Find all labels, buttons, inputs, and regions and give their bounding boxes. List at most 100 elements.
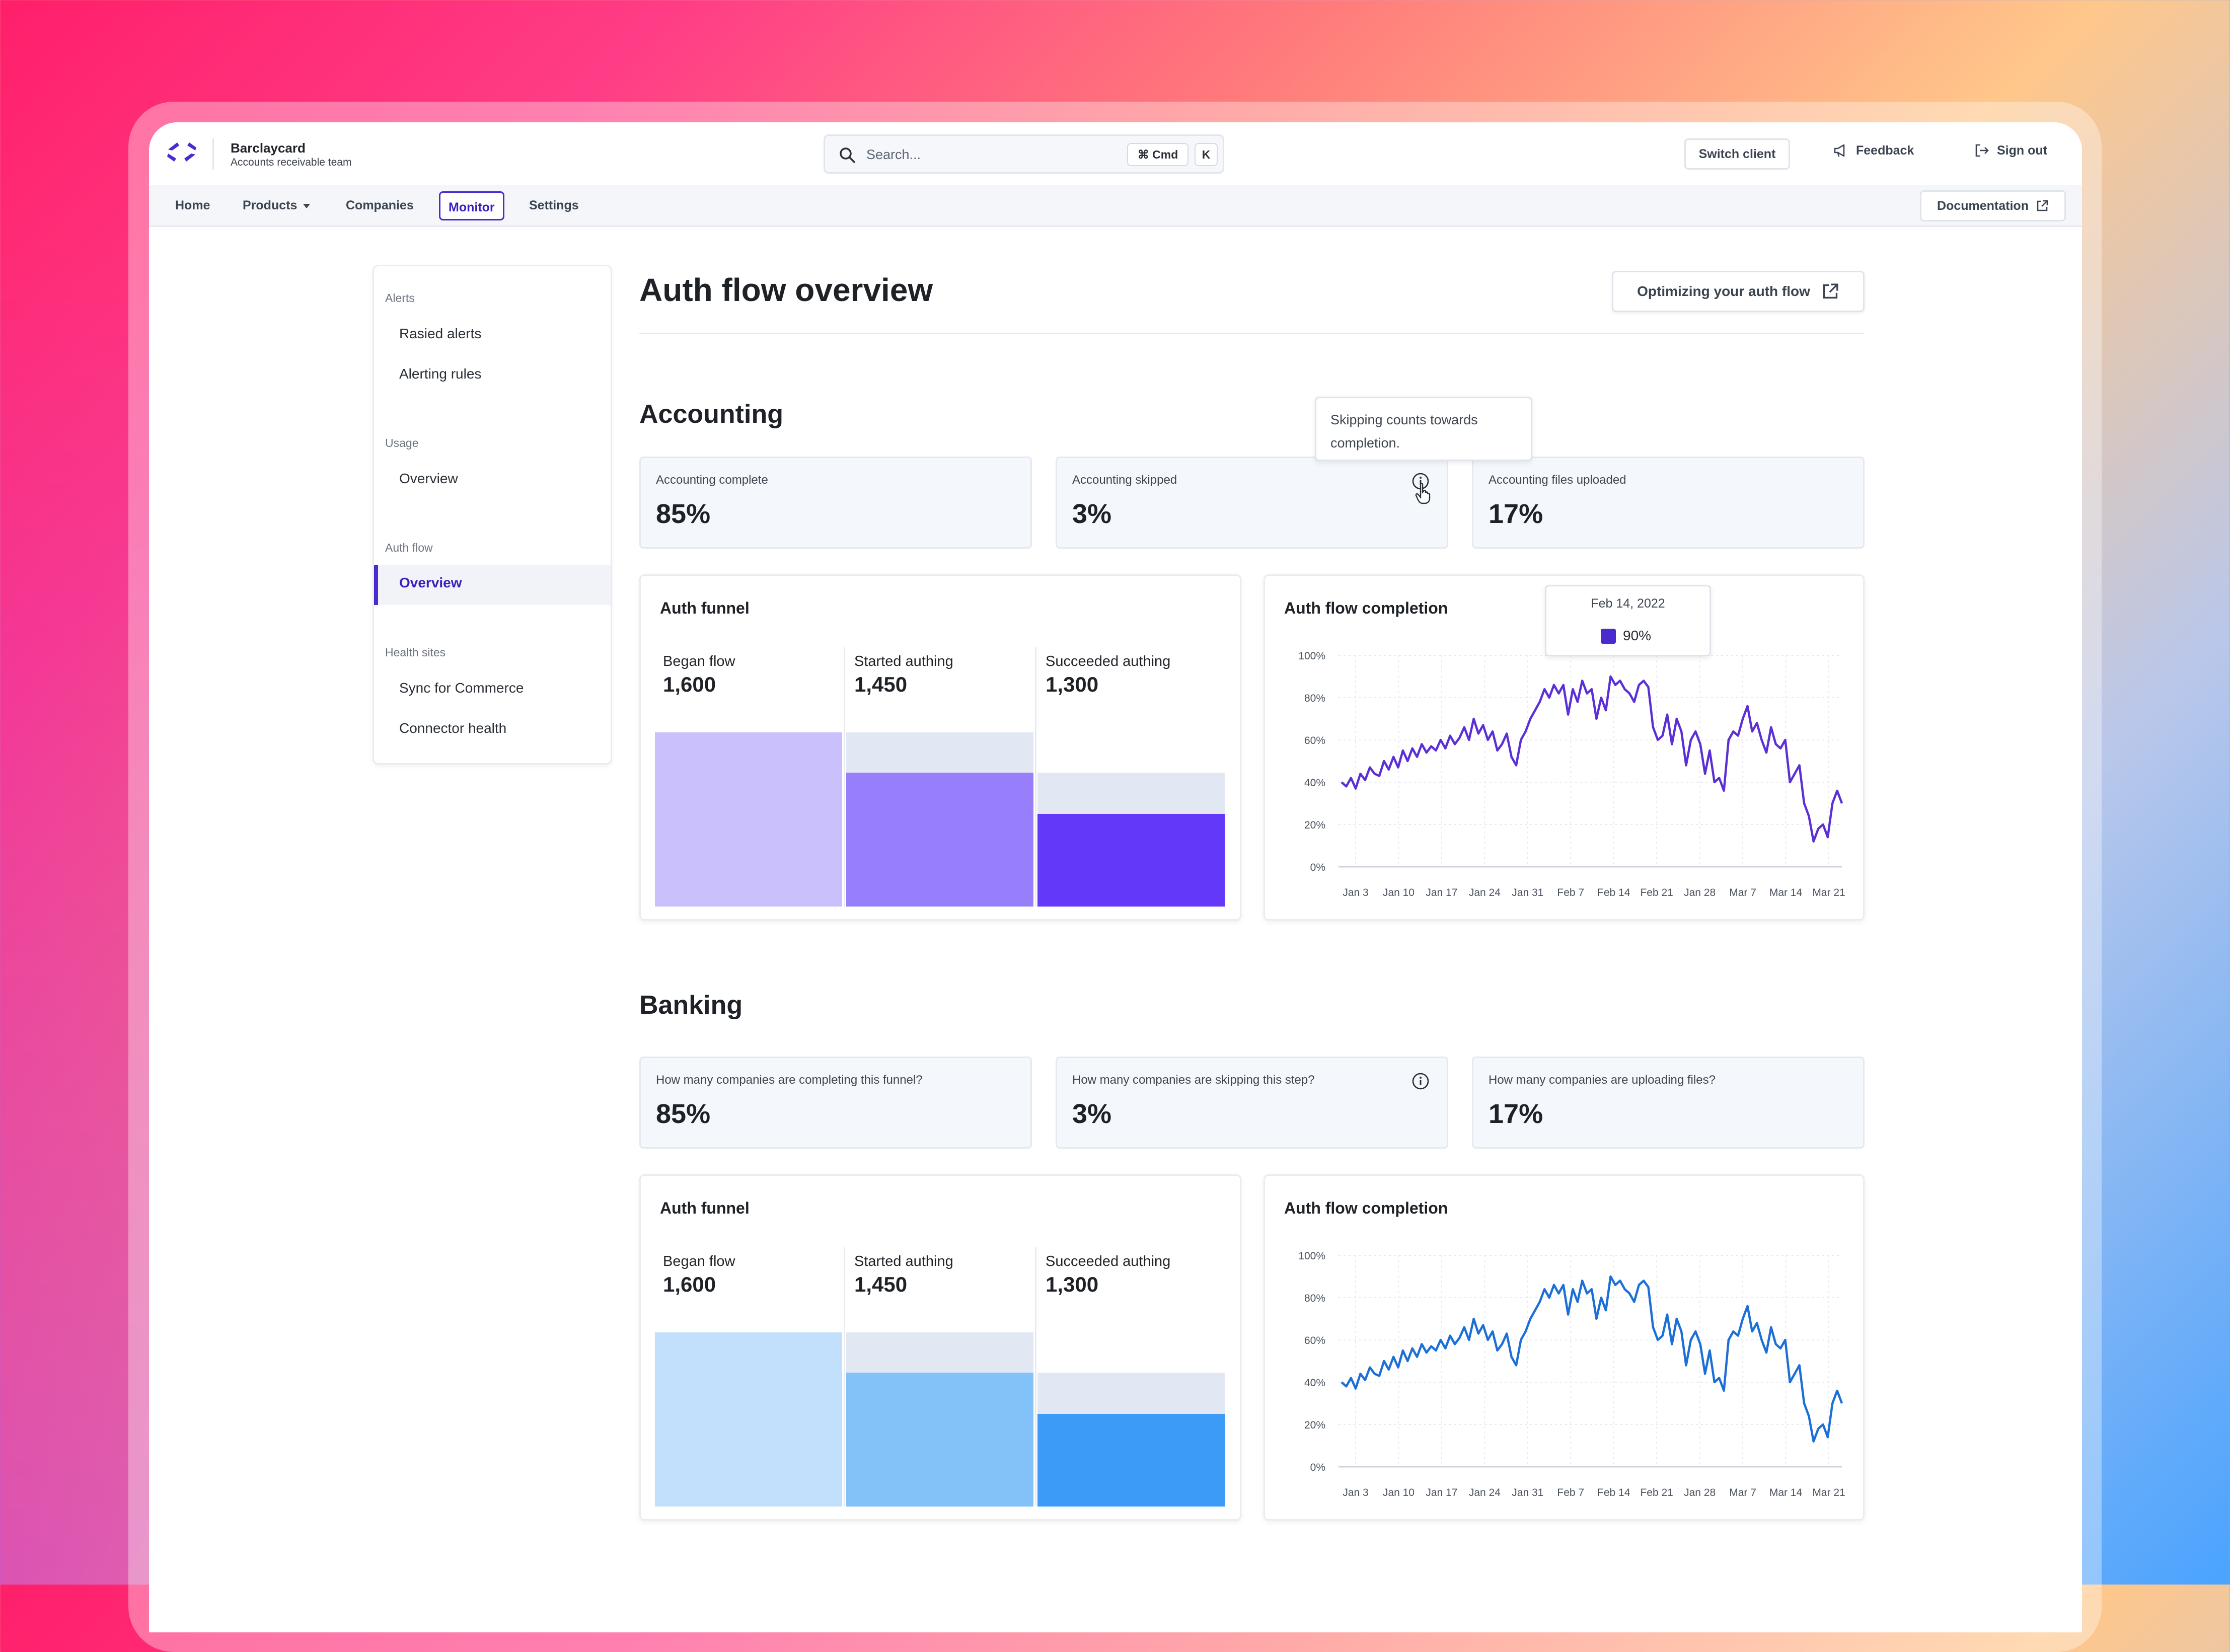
completion-chart: 100% 80% 60% 40% 20% 0% Jan 3 Jan 10 Jan 17 Jan 2… [1298, 1250, 1845, 1498]
banking-completion-y-tick-label: 100% [1298, 1250, 1325, 1262]
accounting-completion-x-tick-label: Mar 14 [1769, 887, 1803, 898]
funnel-bar [655, 1332, 842, 1507]
funnel-bar [846, 1373, 1033, 1507]
stat-label: Accounting skipped [1072, 473, 1177, 487]
banking-completion-x-tick-label: Jan 24 [1469, 1487, 1501, 1498]
funnel-step-label: Began flow [663, 653, 735, 669]
stat-banking-uploading: How many companies are uploading files? … [1472, 1057, 1865, 1149]
accounting-completion-y-tick-label: 100% [1298, 650, 1325, 662]
card-title: Auth funnel [660, 599, 750, 617]
tooltip-value: 90% [1623, 628, 1652, 643]
external-link-icon [2037, 200, 2048, 211]
switch-client-button[interactable]: Switch client [1684, 138, 1790, 170]
funnel-step-value: 1,600 [663, 672, 716, 696]
search-input[interactable] [865, 144, 1109, 165]
funnel-step-succeeded-authing: Succeeded authing 1,300 [1037, 647, 1225, 907]
accounting-completion-x-tick-label: Feb 14 [1597, 887, 1630, 898]
funnel-step-label: Began flow [663, 1253, 735, 1269]
stat-banking-completing: How many companies are completing this f… [639, 1057, 1032, 1149]
stat-value: 3% [1072, 1099, 1112, 1129]
funnel-step-value: 1,300 [1046, 672, 1099, 696]
stat-label: Accounting complete [656, 473, 768, 487]
banking-completion-x-tick-label: Jan 28 [1684, 1487, 1716, 1498]
page-title: Auth flow overview [639, 272, 933, 308]
funnel-step-value: 1,600 [663, 1272, 716, 1296]
skipping-info-tooltip: Skipping counts towards completion. [1315, 397, 1532, 461]
main-nav: Home Products Companies Monitor Settings… [149, 185, 2082, 227]
funnel-step-value: 1,450 [854, 672, 908, 696]
accounting-completion-y-tick-label: 40% [1304, 777, 1325, 789]
sidebar-item-sync-for-commerce[interactable]: Sync for Commerce [399, 680, 524, 696]
accounting-completion-x-tick-label: Jan 17 [1426, 887, 1457, 898]
banking-completion-y-tick-label: 40% [1304, 1377, 1325, 1389]
stat-accounting-skipped: Accounting skipped 3% [1056, 457, 1448, 549]
nav-companies[interactable]: Companies [346, 198, 414, 212]
search-box[interactable]: ⌘ Cmd K [824, 134, 1224, 174]
stat-banking-skipping: How many companies are skipping this ste… [1056, 1057, 1448, 1149]
banking-completion-series-line [1341, 1275, 1843, 1443]
sidebar-item-usage-overview[interactable]: Overview [399, 471, 458, 486]
banking-completion-x-tick-label: Jan 10 [1383, 1487, 1415, 1498]
accounting-completion-series-line [1341, 675, 1843, 843]
sidebar-item-auth-overview[interactable]: Overview [374, 565, 611, 605]
accounting-funnel-card: Auth funnel Began flow 1,600 Started aut… [639, 574, 1241, 921]
nav-home[interactable]: Home [175, 198, 210, 212]
sign-out-link[interactable]: Sign out [1974, 142, 2047, 159]
funnel-divider [1035, 1247, 1036, 1507]
sidebar-item-auth-overview-label: Overview [399, 575, 462, 590]
brand-divider [212, 138, 214, 170]
accounting-completion-x-tick-label: Mar 7 [1729, 887, 1756, 898]
external-link-icon [1823, 283, 1838, 299]
sign-out-label: Sign out [1997, 143, 2047, 158]
accounting-completion-x-tick-label: Jan 28 [1684, 887, 1716, 898]
funnel-divider [1035, 647, 1036, 907]
accounting-section-title: Accounting [639, 400, 783, 429]
chevron-down-icon [303, 203, 311, 208]
card-title: Auth flow completion [1284, 1199, 1448, 1217]
funnel-step-began-flow: Began flow 1,600 [655, 647, 845, 907]
megaphone-icon [1834, 144, 1845, 157]
funnel-step-label: Succeeded authing [1046, 653, 1171, 669]
banking-completion-y-tick-label: 60% [1304, 1335, 1325, 1346]
banking-completion-y-tick-label: 80% [1304, 1293, 1325, 1304]
sidebar-item-raised-alerts[interactable]: Rasied alerts [399, 326, 482, 341]
banking-completion-x-tick-label: Jan 31 [1512, 1487, 1543, 1498]
funnel-step-succeeded-authing: Succeeded authing 1,300 [1037, 1247, 1225, 1507]
banking-completion-x-tick-label: Mar 7 [1729, 1487, 1756, 1498]
banking-completion-x-tick-label: Feb 14 [1597, 1487, 1630, 1498]
nav-settings[interactable]: Settings [529, 198, 579, 212]
top-header: Barclaycard Accounts receivable team ⌘ C… [149, 122, 2082, 187]
documentation-button[interactable]: Documentation [1920, 190, 2066, 221]
optimizing-auth-flow-label: Optimizing your auth flow [1637, 283, 1810, 299]
sidebar-group-health-sites: Health sites [385, 646, 446, 659]
accounting-completion-y-tick-label: 0% [1310, 862, 1325, 873]
banking-completion-x-tick-label: Feb 7 [1557, 1487, 1584, 1498]
banking-completion-x-tick-label: Feb 21 [1640, 1487, 1673, 1498]
accounting-completion-x-tick-label: Jan 24 [1469, 887, 1501, 898]
legend-swatch [1601, 629, 1616, 644]
accounting-completion-y-tick-label: 20% [1304, 819, 1325, 831]
card-title: Auth flow completion [1284, 599, 1448, 617]
stat-value: 17% [1489, 1099, 1543, 1129]
nav-products-label: Products [243, 198, 298, 212]
sidebar-group-usage: Usage [385, 436, 419, 449]
sign-out-icon [1975, 144, 1989, 157]
stat-label: How many companies are completing this f… [656, 1073, 923, 1087]
sidebar: Alerts Rasied alerts Alerting rules Usag… [373, 265, 612, 765]
stat-label: Accounting files uploaded [1489, 473, 1626, 487]
accounting-completion-x-tick-label: Feb 21 [1640, 887, 1673, 898]
banking-completion-x-tick-label: Mar 14 [1769, 1487, 1803, 1498]
accounting-completion-y-tick-label: 80% [1304, 693, 1325, 704]
feedback-link[interactable]: Feedback [1833, 142, 1914, 159]
tooltip-text: Skipping counts towards completion. [1330, 412, 1478, 450]
nav-products[interactable]: Products [243, 196, 311, 214]
info-icon[interactable] [1411, 1072, 1430, 1090]
nav-monitor[interactable]: Monitor [439, 191, 504, 220]
stat-value: 3% [1072, 499, 1112, 529]
optimizing-auth-flow-button[interactable]: Optimizing your auth flow [1612, 271, 1865, 312]
funnel-bar [1037, 814, 1225, 907]
sidebar-item-connector-health[interactable]: Connector health [399, 720, 507, 736]
sidebar-item-alerting-rules[interactable]: Alerting rules [399, 366, 482, 382]
brand-logo-icon[interactable] [164, 136, 199, 172]
banking-completion-card: Auth flow completion 100% 80% 60% 40% 20% 0% J… [1263, 1174, 1865, 1521]
